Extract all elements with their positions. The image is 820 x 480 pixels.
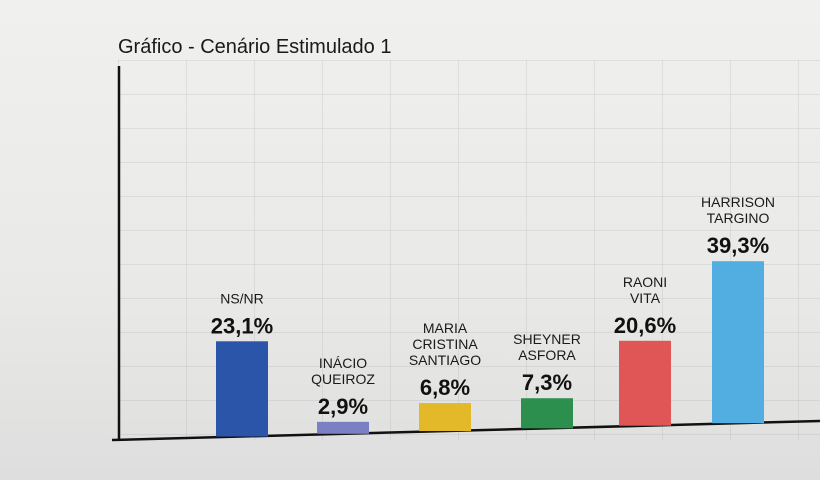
category-label-1-line-1: QUEIROZ — [311, 371, 375, 387]
category-label-2-line-2: SANTIAGO — [409, 352, 481, 368]
bar-2 — [419, 403, 471, 432]
value-label-2: 6,8% — [420, 375, 470, 400]
category-label-1-line-0: INÁCIO — [319, 355, 367, 371]
category-label-2-line-0: MARIA — [423, 320, 468, 336]
value-label-4: 20,6% — [614, 313, 676, 338]
value-label-3: 7,3% — [522, 370, 572, 395]
category-label-5-line-0: HARRISON — [701, 194, 775, 210]
category-label-4-line-0: RAONI — [623, 274, 667, 290]
category-label-4-line-1: VITA — [630, 290, 661, 306]
bar-0 — [216, 341, 268, 437]
chart-title: Gráfico - Cenário Estimulado 1 — [118, 36, 392, 58]
category-label-5-line-1: TARGINO — [707, 210, 770, 226]
category-label-0-line-0: NS/NR — [220, 290, 264, 306]
value-label-1: 2,9% — [318, 394, 368, 419]
value-label-5: 39,3% — [707, 233, 769, 258]
category-label-3-line-0: SHEYNER — [513, 331, 581, 347]
value-label-0: 23,1% — [211, 313, 273, 338]
bar-4 — [619, 340, 671, 426]
category-label-3-line-1: ASFORA — [518, 347, 576, 363]
bar-3 — [521, 398, 573, 429]
bar-5 — [712, 261, 764, 424]
bar-1 — [317, 421, 369, 434]
category-label-2-line-1: CRISTINA — [412, 336, 478, 352]
